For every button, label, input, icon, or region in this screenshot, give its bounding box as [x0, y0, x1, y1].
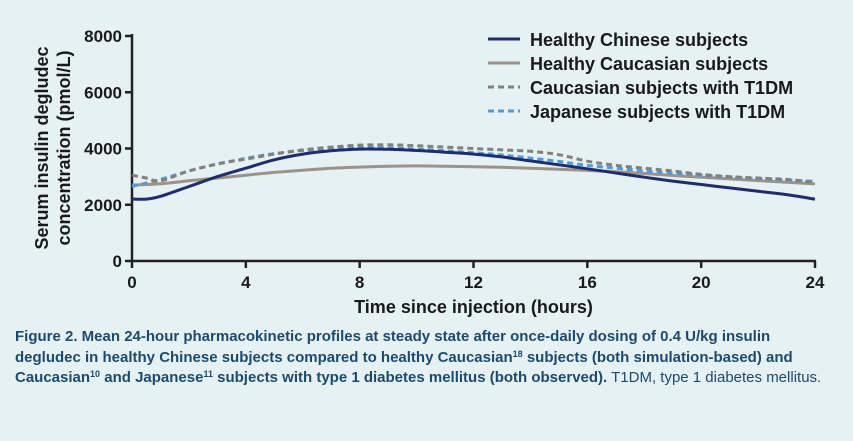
x-tick-label: 0 — [127, 273, 136, 292]
legend-label-healthy-chinese-subjects: Healthy Chinese subjects — [530, 30, 748, 50]
legend-label-japanese-subjects-with-t1dm: Japanese subjects with T1DM — [530, 102, 785, 122]
caption-ref-11: 11 — [203, 369, 213, 379]
y-axis-label-line-1: Serum insulin degludec — [32, 46, 52, 249]
y-axis-label-line-2: concentration (pmol/L) — [54, 51, 74, 246]
caption-mid-2: and Japanese — [100, 369, 204, 386]
caption-mid-3: subjects with type 1 diabetes mellitus (… — [212, 369, 608, 386]
legend: Healthy Chinese subjects Healthy Caucasia… — [488, 30, 793, 122]
legend-label-caucasian-subjects-with-t1dm: Caucasian subjects with T1DM — [530, 78, 793, 98]
caption-ref-10: 10 — [90, 369, 101, 379]
series-group — [131, 143, 816, 201]
y-tick-label: 0 — [113, 252, 122, 271]
x-tick-label: 8 — [355, 273, 364, 292]
series-line-healthy-chinese-subjects — [131, 147, 816, 201]
chart: 0 2000 4000 6000 8000 0 4 8 12 16 20 24 Healthy Chi… — [32, 27, 825, 317]
series-line-caucasian-subjects-with-t1dm — [131, 143, 816, 184]
y-tick-label: 2000 — [84, 196, 122, 215]
caption-prefix: Figure 2. Mean 24-hour pharmacokinetic p… — [15, 328, 771, 366]
caption-suffix: T1DM, type 1 diabetes mellitus. — [607, 369, 822, 386]
axes: 0 2000 4000 6000 8000 0 4 8 12 16 20 24 — [84, 27, 825, 292]
x-tick-label: 24 — [806, 273, 825, 292]
x-tick-label: 4 — [241, 273, 251, 292]
x-axis-label: Time since injection (hours) — [354, 297, 593, 317]
series-line-healthy-caucasian-subjects — [131, 164, 816, 187]
y-tick-label: 6000 — [84, 83, 122, 102]
y-tick-label: 4000 — [84, 140, 122, 159]
y-tick-label: 8000 — [84, 27, 122, 46]
figure-caption: Figure 2. Mean 24-hour pharmacokinetic p… — [15, 327, 840, 389]
caption-mid-1: subjects (both simulation-based) and Cau… — [15, 348, 793, 387]
caption-ref-18: 18 — [512, 348, 523, 359]
legend-label-healthy-caucasian-subjects: Healthy Caucasian subjects — [530, 54, 768, 74]
x-tick-label: 20 — [692, 273, 711, 292]
x-tick-label: 12 — [464, 273, 483, 292]
x-tick-label: 16 — [578, 273, 597, 292]
